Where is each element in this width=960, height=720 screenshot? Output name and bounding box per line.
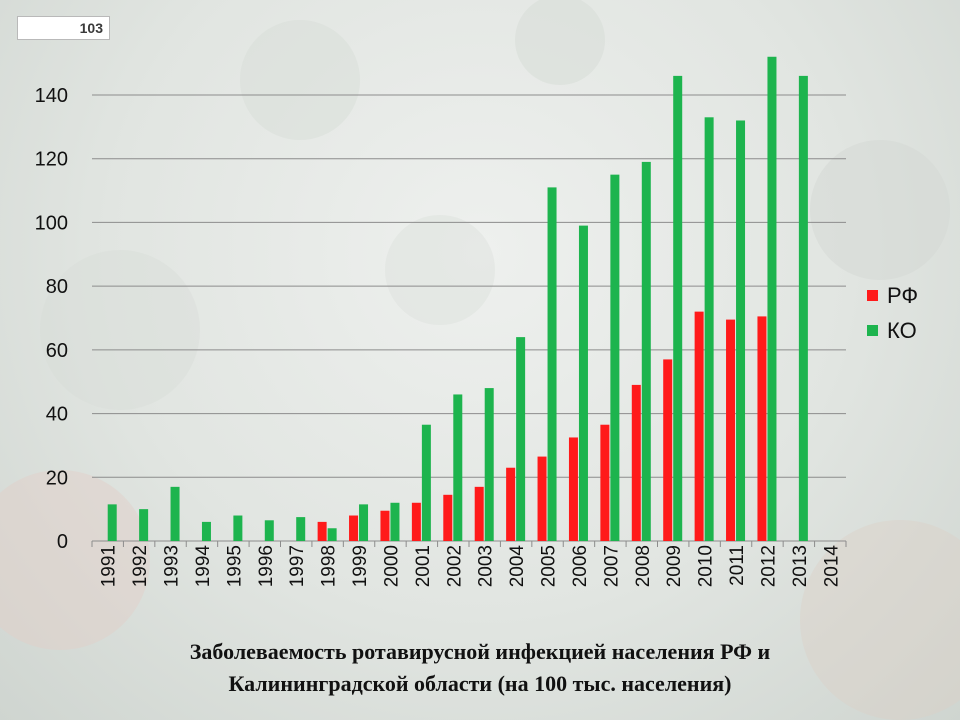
- bar-ko: [547, 187, 557, 541]
- x-tick-label: 1999: [350, 545, 371, 587]
- y-tick-label: 120: [35, 149, 68, 171]
- slide-number-badge: 103: [17, 16, 110, 40]
- bar-rf: [663, 359, 673, 541]
- bar-rf: [537, 456, 547, 541]
- bar-rf: [631, 384, 641, 541]
- bar-ko: [578, 225, 588, 541]
- x-tick-label: 1996: [256, 545, 277, 587]
- x-tick-label: 1991: [99, 545, 120, 587]
- y-axis-ticks: 0 20 40 60 80 100 120 140: [35, 85, 68, 553]
- caption-line-1: Заболеваемость ротавирусной инфекцией на…: [189, 639, 771, 664]
- bar-rf: [757, 316, 767, 541]
- x-tick-label: 2010: [696, 545, 717, 587]
- bar-ko: [233, 515, 243, 541]
- bar-rf: [380, 510, 390, 541]
- bar-ko: [453, 394, 463, 541]
- x-axis-ticks: 1991 1992 1993 1994 1995 1996 1997 1998 1999 2000…: [99, 545, 843, 588]
- gridlines: [91, 94, 847, 547]
- bar-rf: [349, 515, 359, 541]
- bar-ko: [201, 521, 211, 541]
- x-tick-label: 1993: [162, 545, 183, 587]
- bar-rf: [600, 424, 610, 541]
- x-tick-label: 2001: [413, 545, 434, 587]
- bar-rf: [568, 437, 578, 541]
- bar-ko: [107, 504, 117, 541]
- bar-ko: [704, 117, 714, 542]
- bar-rf: [506, 467, 516, 541]
- x-tick-label: 2005: [539, 545, 560, 587]
- bar-ko: [484, 388, 494, 541]
- x-tick-label: 1998: [319, 545, 340, 587]
- bar-ko: [296, 517, 306, 541]
- bar-rf: [726, 319, 736, 541]
- legend: РФ КО: [867, 283, 918, 343]
- x-tick-label: 1997: [287, 545, 308, 587]
- x-tick-label: 2009: [664, 545, 685, 587]
- bar-ko: [798, 75, 808, 541]
- bar-rf: [474, 486, 484, 541]
- y-tick-label: 40: [46, 404, 68, 426]
- chart-caption: Заболеваемость ротавирусной инфекцией на…: [0, 636, 960, 700]
- x-tick-label: 2014: [821, 545, 842, 588]
- bar-rf: [443, 494, 453, 541]
- bar-ko: [264, 520, 274, 541]
- x-tick-label: 2003: [476, 545, 497, 587]
- x-tick-label: 2011: [727, 545, 748, 586]
- x-tick-label: 1994: [193, 545, 214, 588]
- bar-ko: [736, 120, 746, 541]
- x-tick-label: 2002: [444, 545, 465, 587]
- x-tick-label: 2006: [570, 545, 591, 587]
- x-tick-label: 2013: [790, 545, 811, 587]
- bar-ko: [327, 528, 337, 541]
- bar-rf: [694, 311, 704, 541]
- x-tick-label: 2004: [507, 545, 528, 588]
- x-tick-label: 2000: [381, 545, 402, 587]
- bar-ko: [170, 486, 180, 541]
- bar-ko: [139, 509, 149, 541]
- bar-ko: [673, 75, 683, 541]
- bar-ko: [390, 502, 400, 541]
- x-tick-label: 1992: [130, 545, 151, 587]
- bar-ko: [359, 504, 369, 541]
- bar-rf: [317, 521, 327, 541]
- bar-ko: [641, 161, 651, 541]
- legend-swatch-rf: [867, 290, 878, 301]
- x-tick-label: 2007: [601, 545, 622, 587]
- y-tick-label: 80: [46, 276, 68, 298]
- legend-label-ko: КО: [887, 318, 917, 343]
- bar-ko: [516, 337, 526, 541]
- x-tick-label: 2008: [633, 545, 654, 587]
- y-tick-label: 140: [35, 85, 68, 107]
- bar-ko: [767, 56, 777, 542]
- bar-ko: [421, 424, 431, 541]
- y-tick-label: 100: [35, 212, 68, 234]
- x-tick-label: 2012: [758, 545, 779, 587]
- y-tick-label: 20: [46, 467, 68, 489]
- bar-ko: [610, 174, 620, 541]
- bar-rf: [411, 502, 421, 541]
- legend-label-rf: РФ: [887, 283, 918, 308]
- bars: [107, 56, 808, 542]
- x-tick-label: 1995: [224, 545, 245, 587]
- y-tick-label: 0: [57, 531, 68, 553]
- legend-swatch-ko: [867, 325, 878, 336]
- caption-line-2: Калининградской области (на 100 тыс. нас…: [228, 671, 732, 696]
- y-tick-label: 60: [46, 340, 68, 362]
